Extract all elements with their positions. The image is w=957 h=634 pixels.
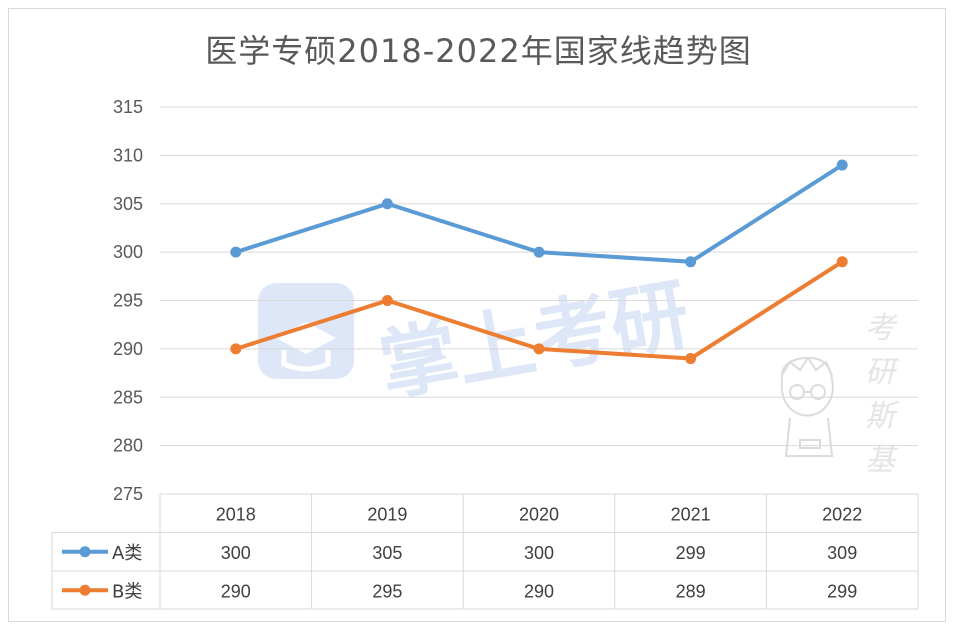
data-point <box>381 295 393 306</box>
data-point <box>685 353 697 365</box>
x-tick-label: 2022 <box>822 504 862 524</box>
legend-marker <box>79 546 91 558</box>
legend-marker <box>79 584 91 596</box>
y-tick-label: 310 <box>113 145 143 165</box>
table-cell-value: 295 <box>372 581 402 601</box>
brand-logo-icon <box>258 283 354 379</box>
watermark-char-2: 研 <box>865 355 900 390</box>
data-point <box>685 256 697 268</box>
data-table: 2018 2019 2020 2021 2022 A类 300 305 300 299 309 B类 2… <box>51 494 919 610</box>
mascot-icon <box>780 356 834 457</box>
y-tick-label: 280 <box>113 436 143 456</box>
table-cell-value: 290 <box>524 581 554 601</box>
data-point <box>381 198 393 210</box>
legend-label: A类 <box>112 543 142 564</box>
table-cell-value: 305 <box>372 543 402 563</box>
table-cell-value: 300 <box>524 543 554 563</box>
y-tick-label: 305 <box>113 194 143 214</box>
series-layer <box>230 159 848 365</box>
legend-label: B类 <box>112 581 142 602</box>
table-cell-value: 299 <box>827 581 857 601</box>
watermark-char-4: 基 <box>865 443 898 478</box>
x-tick-label: 2021 <box>671 504 711 524</box>
data-point <box>836 159 848 171</box>
data-point <box>230 246 242 258</box>
brand-watermark-text: 掌上考研 <box>373 270 696 413</box>
watermark-char-1: 考 <box>865 311 898 346</box>
table-cell-value: 309 <box>827 543 857 563</box>
table-cell-value: 289 <box>676 581 706 601</box>
table-cell-value: 299 <box>676 543 706 563</box>
data-point <box>230 343 242 355</box>
x-tick-label: 2019 <box>367 504 407 524</box>
watermark-char-3: 斯 <box>865 399 900 434</box>
y-axis-ticks: 315 310 305 300 295 290 285 280 275 <box>113 97 143 504</box>
chart-frame <box>8 8 946 622</box>
mascot-watermark: 考 研 斯 基 <box>780 311 900 478</box>
y-tick-label: 315 <box>113 97 143 117</box>
gridlines <box>160 106 918 495</box>
y-tick-label: 275 <box>113 484 143 504</box>
y-tick-label: 295 <box>113 291 143 311</box>
chart-title: 医学专硕2018-2022年国家线趋势图 <box>205 32 752 70</box>
y-tick-label: 300 <box>113 242 143 262</box>
brand-watermark: 掌上考研 <box>258 270 696 413</box>
data-point <box>533 246 545 258</box>
table-cell-value: 290 <box>221 581 251 601</box>
data-point <box>836 256 848 268</box>
x-tick-label: 2020 <box>519 504 559 524</box>
table-cell-value: 300 <box>221 543 251 563</box>
y-tick-label: 290 <box>113 339 143 359</box>
x-tick-label: 2018 <box>216 504 256 524</box>
data-point <box>533 343 545 355</box>
y-tick-label: 285 <box>113 387 143 407</box>
